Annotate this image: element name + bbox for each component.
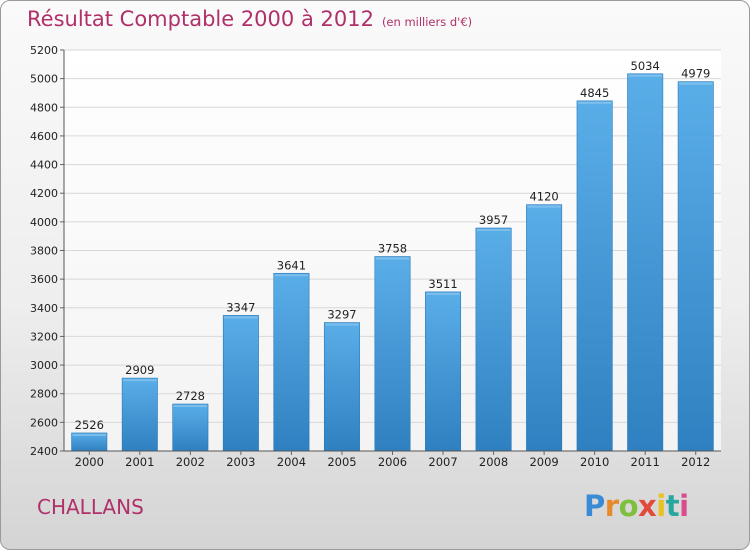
bar-2006 — [374, 256, 411, 452]
y-tick-label: 3200 — [30, 330, 58, 343]
logo-letter: t — [665, 489, 680, 523]
bar-highlight — [123, 379, 157, 382]
logo-letter: i — [679, 489, 689, 523]
city-name: CHALLANS — [37, 495, 144, 519]
x-tick-label-2009: 2009 — [529, 455, 558, 469]
x-tick-label-2001: 2001 — [125, 455, 154, 469]
x-tick-label-2002: 2002 — [176, 455, 205, 469]
data-label-2007: 3511 — [428, 277, 457, 291]
y-tick-label: 4200 — [30, 187, 58, 200]
y-tick-label: 3400 — [30, 302, 58, 315]
y-tick-label: 2400 — [30, 445, 58, 458]
bar-2007 — [425, 291, 462, 452]
bar-highlight — [577, 101, 612, 104]
bar-highlight — [679, 82, 713, 85]
logo-letter: r — [604, 489, 619, 523]
y-tick-label: 3800 — [30, 245, 58, 258]
y-tick-label: 4400 — [30, 159, 58, 172]
bar-highlight — [426, 292, 460, 295]
axes: 2400 2600 2800 3000 3200 3400 3600 3800 4000 4200… — [30, 44, 721, 469]
x-tick-label-2008: 2008 — [479, 455, 508, 469]
data-label-2005: 3297 — [327, 308, 356, 322]
data-label-2002: 2728 — [176, 389, 205, 403]
data-label-2011: 5034 — [631, 59, 660, 73]
y-tick-label: 2800 — [30, 388, 58, 401]
x-tick-label-2010: 2010 — [580, 455, 609, 469]
y-tick-label: 5200 — [30, 44, 58, 57]
y-tick-label: 3600 — [30, 273, 58, 286]
y-tick-label: 3000 — [30, 359, 58, 372]
x-tick-label-2007: 2007 — [428, 455, 457, 469]
bar-2005 — [323, 322, 360, 452]
bar-highlight — [224, 316, 258, 319]
bar-highlight — [325, 323, 359, 326]
bar-2012 — [677, 81, 714, 452]
data-label-2008: 3957 — [479, 213, 508, 227]
logo-letter: o — [618, 489, 639, 523]
y-tick-label: 4800 — [30, 101, 58, 114]
data-label-2010: 4845 — [580, 86, 609, 100]
x-tick-label-2006: 2006 — [378, 455, 407, 469]
data-label-2012: 4979 — [681, 67, 710, 81]
bar-highlight — [527, 205, 561, 208]
x-tick-label-2004: 2004 — [277, 455, 306, 469]
chart-subtitle: (en milliers d'€) — [381, 15, 473, 29]
y-tick-label: 4600 — [30, 130, 58, 143]
bar-highlight — [628, 74, 662, 77]
bar-2009 — [526, 204, 563, 452]
data-label-2004: 3641 — [277, 258, 306, 272]
y-tick-label: 4000 — [30, 216, 58, 229]
x-tick-label-2005: 2005 — [327, 455, 356, 469]
bar-highlight — [476, 229, 511, 232]
bars — [71, 73, 714, 452]
bar-2003 — [222, 315, 259, 452]
bar-2008 — [475, 227, 512, 452]
bar-highlight — [173, 405, 208, 408]
data-label-2003: 3347 — [226, 300, 255, 314]
x-tick-label-2000: 2000 — [75, 455, 104, 469]
title-text: Résultat Comptable 2000 à 2012 — [27, 7, 374, 31]
bar-highlight — [375, 257, 410, 260]
data-label-2009: 4120 — [529, 190, 558, 204]
data-labels: 2526 2909 2728 3347 3641 3297 3758 3511 3957 4120… — [75, 59, 711, 432]
proxiti-logo: Proxiti — [584, 489, 689, 523]
logo-letter: i — [656, 489, 666, 523]
data-label-2000: 2526 — [75, 418, 104, 432]
bar-highlight — [72, 433, 106, 436]
y-tick-label: 5000 — [30, 73, 58, 86]
chart-title: Résultat Comptable 2000 à 2012 (en millie… — [27, 7, 472, 31]
logo-letter: x — [638, 489, 657, 523]
data-label-2001: 2909 — [125, 363, 154, 377]
bar-2004 — [273, 272, 310, 452]
bar-2010 — [576, 100, 613, 452]
x-tick-label-2011: 2011 — [631, 455, 660, 469]
bar-2011 — [627, 73, 664, 452]
bar-2002 — [172, 403, 209, 452]
x-tick-label-2003: 2003 — [226, 455, 255, 469]
logo-letter: P — [584, 489, 605, 523]
data-label-2006: 3758 — [378, 242, 407, 256]
x-tick-label-2012: 2012 — [681, 455, 710, 469]
y-tick-label: 2600 — [30, 416, 58, 429]
bar-2001 — [121, 377, 158, 452]
bar-highlight — [274, 274, 309, 277]
